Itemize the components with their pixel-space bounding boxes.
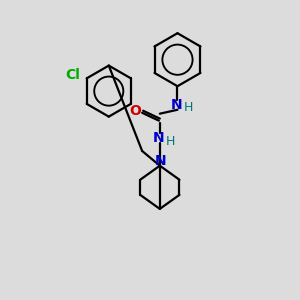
Text: N: N <box>153 131 165 145</box>
Text: H: H <box>184 101 193 114</box>
Text: N: N <box>171 98 182 112</box>
Text: O: O <box>129 104 141 118</box>
Text: H: H <box>166 135 175 148</box>
Text: N: N <box>155 154 166 168</box>
Text: Cl: Cl <box>65 68 80 83</box>
